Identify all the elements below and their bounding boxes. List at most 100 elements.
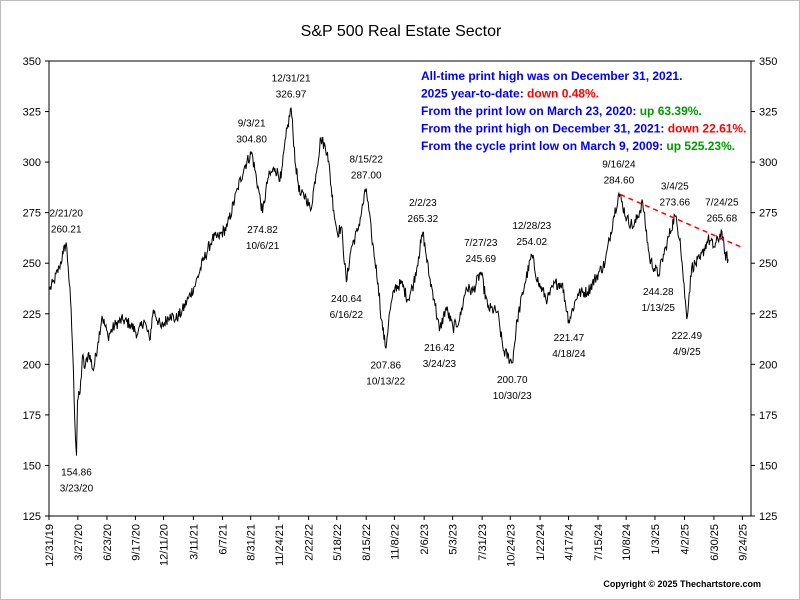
y-tick-label-left: 300: [23, 157, 41, 169]
x-tick-label: 6/30/25: [709, 524, 721, 561]
note-segment: down 22.61%.: [668, 122, 747, 136]
y-tick-label-right: 275: [759, 208, 777, 220]
annotation-label: 9/3/21: [238, 118, 266, 129]
note-line: From the print low on March 23, 2020: up…: [421, 104, 702, 118]
note-line: From the cycle print low on March 9, 200…: [421, 139, 735, 153]
y-tick-label-left: 200: [23, 359, 41, 371]
y-tick-label-left: 325: [23, 107, 41, 119]
annotation-label: 2/2/23: [409, 198, 437, 209]
plot-area: [48, 60, 752, 517]
x-tick-label: 11/8/22: [389, 524, 401, 560]
annotation-label: 3/4/25: [661, 181, 689, 192]
x-axis: 12/31/19 3/27/20 6/23/20 9/17/20 12/11/20 3/1…: [44, 516, 749, 567]
annotation-label: 265.68: [707, 214, 738, 225]
y-tick-label-left: 125: [23, 511, 41, 523]
note-line: All-time print high was on December 31, …: [421, 69, 682, 83]
x-tick-label: 3/27/20: [73, 524, 85, 561]
annotation-label: 304.80: [236, 134, 267, 145]
annotation-label: 154.86: [61, 468, 92, 479]
x-tick-label: 10/24/23: [505, 524, 517, 567]
annotation-label: 4/9/25: [673, 347, 701, 358]
y-tick-label-left: 225: [23, 309, 41, 321]
x-tick-label: 8/31/21: [246, 524, 258, 561]
y-axis-right: 125 150 175 200 225 250 275 300 325 350: [751, 56, 777, 523]
chart-title: S&P 500 Real Estate Sector: [301, 23, 502, 40]
x-tick-label: 1/3/25: [650, 524, 662, 555]
x-tick-label: 4/2/25: [679, 524, 691, 555]
annotation-label: 244.28: [643, 287, 674, 298]
x-tick-label: 5/3/23: [448, 524, 460, 555]
annotation-label: 207.86: [370, 360, 401, 371]
annotation-label: 3/23/20: [60, 484, 94, 495]
annotation-label: 10/13/22: [366, 376, 405, 387]
notes-box: All-time print high was on December 31, …: [421, 69, 746, 153]
annotation-label: 265.32: [408, 214, 439, 225]
annotation-label: 12/31/21: [272, 74, 311, 85]
y-axis-left: 125 150 175 200 225 250 275 300 325 350: [23, 56, 49, 523]
annotation-label: 245.69: [465, 254, 496, 265]
annotation-label: 4/18/24: [552, 349, 586, 360]
x-tick-label: 8/15/22: [361, 524, 373, 561]
x-tick-label: 12/11/20: [159, 524, 171, 566]
resistance-trendline: [619, 193, 742, 248]
y-tick-label-right: 350: [759, 56, 777, 68]
annotation-label: 200.70: [497, 375, 528, 386]
note-segment: up 525.23%.: [666, 139, 735, 153]
y-tick-label-right: 325: [759, 107, 777, 119]
y-tick-label-right: 175: [759, 410, 777, 422]
note-segment: All-time print high was on December 31, …: [421, 69, 682, 83]
annotation-label: 273.66: [660, 197, 691, 208]
x-tick-label: 12/31/19: [44, 524, 56, 567]
x-tick-label: 2/6/23: [419, 524, 431, 555]
annotation-label: 287.00: [351, 170, 382, 181]
x-tick-label: 3/11/21: [188, 524, 200, 560]
x-tick-label: 9/17/20: [130, 524, 142, 561]
x-tick-label: 11/24/21: [274, 524, 286, 566]
x-tick-label: 7/31/23: [477, 524, 489, 561]
y-tick-label-right: 200: [759, 359, 777, 371]
annotation-label: 254.02: [516, 237, 547, 248]
x-tick-label: 4/17/24: [564, 524, 576, 561]
x-tick-label: 1/22/24: [535, 524, 547, 561]
note-line: 2025 year-to-date: down 0.48%.: [421, 87, 599, 101]
annotation-label: 8/15/22: [350, 154, 384, 165]
annotation-label: 222.49: [671, 331, 702, 342]
copyright-text: Copyright © 2025 Thechartstore.com: [603, 579, 761, 589]
note-segment: From the cycle print low on March 9, 200…: [421, 139, 666, 153]
y-tick-label-right: 125: [759, 511, 777, 523]
x-tick-label: 9/24/25: [737, 524, 749, 561]
note-segment: down 0.48%.: [527, 87, 599, 101]
annotation-label: 9/16/24: [602, 159, 636, 170]
annotation-label: 274.82: [247, 225, 278, 236]
y-tick-label-right: 150: [759, 460, 777, 472]
annotation-label: 240.64: [331, 294, 362, 305]
y-tick-label-left: 150: [23, 460, 41, 472]
note-segment: up 63.39%.: [640, 104, 702, 118]
y-tick-label-right: 300: [759, 157, 777, 169]
x-tick-label: 5/18/22: [332, 524, 344, 561]
y-tick-label-left: 175: [23, 410, 41, 422]
y-tick-label-right: 225: [759, 309, 777, 321]
annotation-label: 216.42: [424, 343, 455, 354]
y-tick-label-right: 250: [759, 258, 777, 270]
note-segment: From the print high on December 31, 2021…: [421, 122, 668, 136]
y-tick-label-left: 350: [23, 56, 41, 68]
x-tick-label: 2/22/22: [304, 524, 316, 561]
annotation-label: 1/13/25: [642, 303, 676, 314]
annotation-label: 221.47: [554, 333, 585, 344]
annotation-label: 10/30/23: [493, 391, 532, 402]
annotations: 2/21/20 260.21 154.86 3/23/20 9/3/21 304.80 27…: [50, 74, 739, 495]
x-tick-label: 6/7/21: [218, 524, 230, 555]
annotation-label: 6/16/22: [330, 310, 364, 321]
y-tick-label-left: 275: [23, 208, 41, 220]
price-series-line: [49, 107, 729, 456]
annotation-label: 7/24/25: [705, 198, 739, 209]
annotation-label: 260.21: [51, 225, 82, 236]
annotation-label: 10/6/21: [246, 241, 280, 252]
annotation-label: 284.60: [604, 175, 635, 186]
x-tick-label: 7/15/24: [593, 524, 605, 561]
annotation-label: 7/27/23: [464, 238, 498, 249]
note-line: From the print high on December 31, 2021…: [421, 122, 746, 136]
x-tick-label: 6/23/20: [102, 524, 114, 561]
